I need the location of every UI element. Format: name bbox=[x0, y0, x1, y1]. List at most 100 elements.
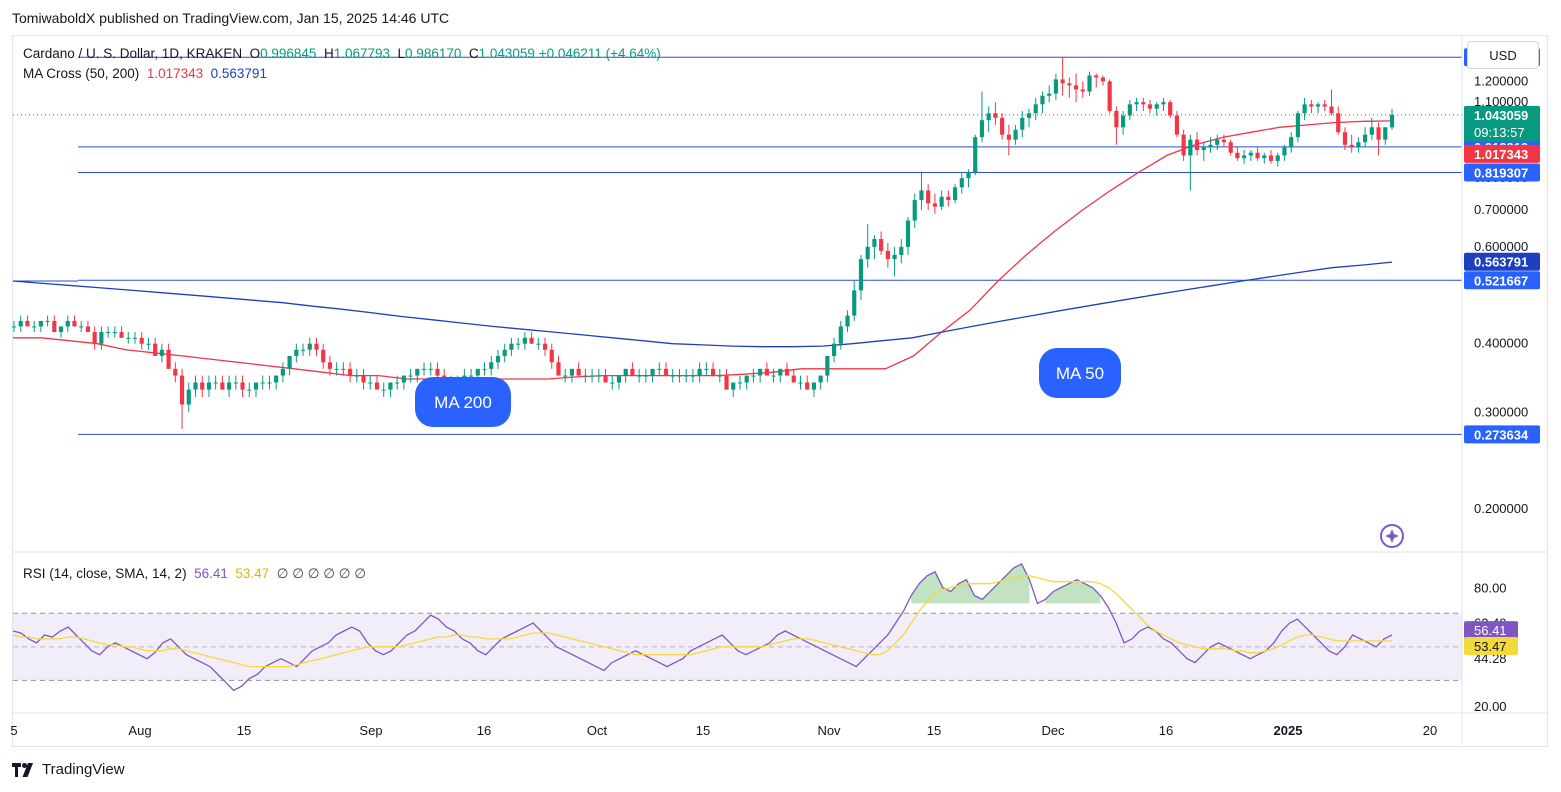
publisher-line: TomiwaboldX published on TradingView.com… bbox=[12, 10, 450, 26]
candle-body bbox=[529, 337, 534, 344]
candle-body bbox=[482, 368, 487, 370]
ma-annotation-bubble bbox=[1039, 348, 1121, 398]
candle-body bbox=[65, 320, 70, 327]
candle-body bbox=[879, 239, 884, 251]
candle-body bbox=[744, 375, 749, 383]
candle-body bbox=[99, 332, 104, 344]
candle-body bbox=[200, 382, 205, 390]
candle-body bbox=[489, 362, 494, 369]
candle-body bbox=[684, 375, 689, 377]
candle-body bbox=[536, 343, 541, 345]
candle-body bbox=[428, 368, 433, 370]
low-value: 0.986170 bbox=[405, 46, 462, 61]
high-label: H bbox=[323, 46, 334, 61]
rsi-lines bbox=[12, 563, 1393, 692]
candle-body bbox=[1168, 102, 1173, 116]
candle-body bbox=[872, 239, 877, 247]
chart-frame[interactable] bbox=[12, 35, 1548, 747]
x-tick-label: Aug bbox=[128, 723, 151, 738]
x-tick-label: Dec bbox=[1041, 723, 1065, 738]
candle-body bbox=[495, 355, 501, 363]
candle-body bbox=[415, 368, 420, 376]
candle-body bbox=[1228, 142, 1233, 153]
candle-body bbox=[1215, 139, 1220, 145]
rsi-title[interactable]: RSI (14, close, SMA, 14, 2) bbox=[23, 566, 187, 581]
candle-body bbox=[1309, 104, 1314, 107]
candle-body bbox=[300, 349, 306, 351]
candle-body bbox=[159, 349, 164, 356]
candle-body bbox=[1060, 79, 1065, 84]
rsi-sma-value-label: 53.47 bbox=[1474, 639, 1507, 654]
candle-body bbox=[1315, 104, 1321, 107]
candle-body bbox=[926, 190, 931, 204]
currency-button[interactable]: USD bbox=[1467, 41, 1539, 69]
candle-body bbox=[1020, 117, 1025, 130]
countdown-label: 09:13:57 bbox=[1474, 125, 1525, 140]
candle-body bbox=[771, 375, 776, 377]
candle-body bbox=[139, 337, 144, 344]
open-label: O bbox=[249, 46, 261, 61]
ma200-value: 0.563791 bbox=[210, 66, 267, 81]
candle-body bbox=[690, 375, 696, 377]
candle-body bbox=[1342, 132, 1348, 145]
candle-body bbox=[1141, 102, 1146, 105]
x-tick-label: 15 bbox=[696, 723, 710, 738]
candle-body bbox=[764, 368, 769, 376]
candle-body bbox=[1033, 104, 1038, 114]
y-tick-label: 0.200000 bbox=[1474, 501, 1528, 516]
rsi-overbought-fill bbox=[982, 591, 991, 604]
candle-body bbox=[919, 190, 924, 201]
x-tick-label: 5 bbox=[10, 723, 17, 738]
ma50-price-label-bg bbox=[1464, 144, 1540, 163]
level-price-label-bg bbox=[1464, 163, 1540, 182]
y-tick-label: 0.700000 bbox=[1474, 202, 1528, 217]
candle-body bbox=[516, 343, 521, 345]
footer-brand[interactable]: TradingView bbox=[12, 761, 125, 778]
candle-body bbox=[401, 375, 406, 383]
rsi-line bbox=[12, 563, 1393, 692]
candle-body bbox=[146, 343, 151, 345]
candle-body bbox=[11, 326, 17, 328]
candle-body bbox=[1262, 155, 1267, 159]
candle-body bbox=[1255, 152, 1260, 159]
candle-body bbox=[751, 375, 756, 377]
candle-body bbox=[79, 326, 84, 328]
candle-body bbox=[1188, 139, 1193, 156]
candle-body bbox=[260, 382, 265, 384]
candle-body bbox=[381, 389, 386, 391]
sparkle-icon-star bbox=[1385, 529, 1399, 543]
candle-body bbox=[663, 368, 669, 376]
rsi-legend: RSI (14, close, SMA, 14, 2) 56.41 53.47 … bbox=[23, 566, 366, 582]
rsi-value-label: 56.41 bbox=[1474, 623, 1507, 638]
candle-body bbox=[126, 337, 131, 339]
x-tick-label: 15 bbox=[927, 723, 941, 738]
candle-body bbox=[374, 382, 380, 390]
candle-body bbox=[294, 349, 299, 356]
rsi-overbought-fill bbox=[1068, 579, 1077, 604]
ma-cross-title[interactable]: MA Cross (50, 200) bbox=[23, 66, 140, 81]
candle-body bbox=[1302, 104, 1307, 114]
candle-body bbox=[583, 375, 588, 377]
ma-annotation-bubble bbox=[415, 377, 511, 427]
candle-body bbox=[838, 326, 843, 344]
tradingview-logo-icon bbox=[12, 762, 33, 777]
candle-body bbox=[502, 349, 507, 356]
candle-body bbox=[1147, 104, 1153, 109]
candle-body bbox=[475, 368, 480, 376]
candle-body bbox=[469, 375, 474, 377]
symbol-title[interactable]: Cardano / U. S. Dollar, 1D, KRAKEN bbox=[23, 46, 243, 61]
candle-body bbox=[354, 375, 359, 377]
y-tick-label: 0.400000 bbox=[1474, 336, 1528, 351]
candle-body bbox=[1073, 85, 1079, 90]
rsi-overbought-fill bbox=[998, 575, 1006, 604]
candle-body bbox=[798, 382, 803, 384]
candle-body bbox=[959, 178, 964, 188]
ma50-price-label: 1.017343 bbox=[1474, 147, 1528, 162]
ma-legend: MA Cross (50, 200) 1.017343 0.563791 bbox=[23, 66, 267, 81]
footer-brand-text: TradingView bbox=[42, 761, 125, 778]
candle-body bbox=[1000, 117, 1005, 135]
candle-body bbox=[1356, 142, 1361, 148]
moving-averages bbox=[12, 120, 1393, 380]
candle-body bbox=[912, 200, 917, 221]
